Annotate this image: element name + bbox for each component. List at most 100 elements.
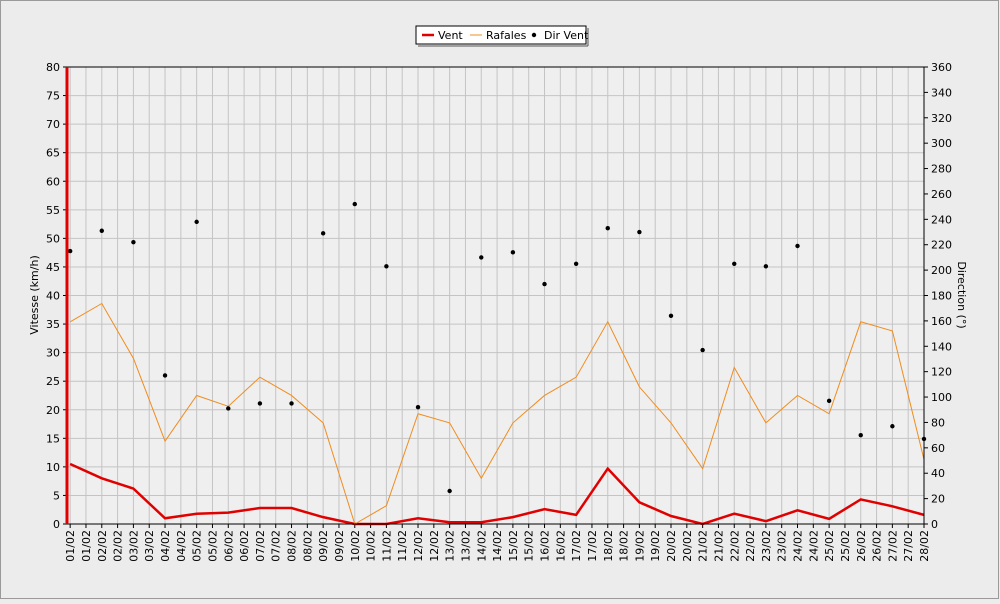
y-tick-label: 5 bbox=[53, 489, 60, 502]
x-tick-label: 16/02 bbox=[539, 530, 552, 562]
y-tick-label: 30 bbox=[46, 347, 60, 360]
x-tick-label: 24/02 bbox=[807, 530, 820, 562]
y2-tick-label: 100 bbox=[931, 391, 952, 404]
legend-label: Rafales bbox=[486, 29, 527, 42]
direction-point bbox=[763, 264, 769, 269]
legend-label: Vent bbox=[438, 29, 463, 42]
series-line bbox=[69, 302, 925, 525]
x-tick-label: 20/02 bbox=[665, 530, 678, 562]
direction-point bbox=[320, 231, 326, 236]
x-tick-label: 17/02 bbox=[586, 530, 599, 562]
x-tick-label: 08/02 bbox=[301, 530, 314, 562]
legend-swatch bbox=[531, 32, 537, 38]
y-tick-label: 65 bbox=[46, 147, 60, 160]
x-tick-label: 12/02 bbox=[428, 530, 441, 562]
x-tick-label: 17/02 bbox=[570, 530, 583, 562]
y-tick-label: 35 bbox=[46, 318, 60, 331]
x-tick-label: 12/02 bbox=[412, 530, 425, 562]
direction-point bbox=[890, 424, 895, 429]
x-tick-label: 21/02 bbox=[697, 530, 710, 562]
direction-point bbox=[131, 239, 136, 245]
x-tick-label: 25/02 bbox=[823, 530, 836, 562]
x-tick-label: 03/02 bbox=[143, 530, 156, 562]
x-tick-label: 23/02 bbox=[760, 530, 773, 562]
x-tick-label: 09/02 bbox=[317, 530, 330, 562]
x-tick-label: 11/02 bbox=[380, 530, 393, 562]
direction-point bbox=[732, 261, 737, 266]
x-tick-label: 19/02 bbox=[649, 530, 662, 562]
y2-tick-label: 280 bbox=[931, 163, 952, 176]
x-tick-label: 20/02 bbox=[681, 530, 694, 562]
y2-axis-label: Direction (°) bbox=[955, 261, 968, 328]
direction-point bbox=[637, 229, 642, 235]
x-tick-label: 25/02 bbox=[839, 530, 852, 562]
y2-tick-label: 320 bbox=[931, 112, 952, 125]
x-tick-label: 24/02 bbox=[792, 530, 805, 562]
y2-tick-label: 340 bbox=[931, 86, 952, 99]
y2-tick-label: 200 bbox=[931, 264, 952, 277]
y-tick-label: 50 bbox=[46, 232, 60, 245]
x-tick-label: 06/02 bbox=[222, 530, 235, 562]
x-tick-label: 15/02 bbox=[507, 530, 520, 562]
x-tick-label: 01/02 bbox=[64, 530, 77, 562]
x-tick-label: 13/02 bbox=[444, 530, 457, 562]
y2-tick-label: 260 bbox=[931, 188, 952, 201]
direction-point bbox=[668, 313, 674, 319]
y2-tick-label: 80 bbox=[931, 416, 945, 429]
direction-point bbox=[257, 401, 263, 406]
y2-tick-label: 360 bbox=[931, 61, 952, 74]
x-tick-label: 03/02 bbox=[127, 530, 140, 562]
y-tick-label: 25 bbox=[46, 375, 60, 388]
direction-point bbox=[826, 398, 832, 404]
x-tick-label: 21/02 bbox=[712, 530, 725, 562]
x-tick-label: 23/02 bbox=[776, 530, 789, 562]
x-tick-label: 18/02 bbox=[618, 530, 631, 562]
y-tick-label: 15 bbox=[46, 432, 60, 445]
y2-tick-label: 0 bbox=[931, 518, 938, 531]
x-tick-label: 02/02 bbox=[96, 530, 109, 562]
x-tick-label: 27/02 bbox=[902, 530, 915, 562]
y-tick-label: 40 bbox=[46, 290, 60, 303]
y-tick-label: 0 bbox=[53, 518, 60, 531]
x-tick-label: 02/02 bbox=[112, 530, 125, 562]
x-tick-label: 22/02 bbox=[744, 530, 757, 562]
y-tick-label: 20 bbox=[46, 404, 60, 417]
x-tick-label: 13/02 bbox=[459, 530, 472, 562]
x-tick-label: 01/02 bbox=[80, 530, 93, 562]
x-tick-label: 27/02 bbox=[886, 530, 899, 562]
y-tick-label: 60 bbox=[46, 175, 60, 188]
direction-point bbox=[795, 243, 800, 249]
marks bbox=[67, 201, 927, 526]
x-tick-label: 26/02 bbox=[855, 530, 868, 562]
x-tick-label: 14/02 bbox=[491, 530, 504, 562]
direction-point bbox=[226, 406, 231, 411]
x-tick-label: 22/02 bbox=[728, 530, 741, 562]
x-tick-label: 10/02 bbox=[365, 530, 378, 562]
y2-tick-label: 220 bbox=[931, 239, 952, 252]
series-line bbox=[69, 462, 925, 526]
direction-point bbox=[447, 488, 452, 494]
direction-point bbox=[605, 226, 610, 231]
direction-point bbox=[99, 228, 104, 233]
direction-point bbox=[352, 201, 357, 207]
x-tick-label: 07/02 bbox=[254, 530, 267, 562]
direction-point bbox=[67, 248, 73, 254]
direction-point bbox=[384, 264, 389, 269]
y2-tick-label: 160 bbox=[931, 315, 952, 328]
x-tick-label: 09/02 bbox=[333, 530, 346, 562]
y-tick-label: 75 bbox=[46, 90, 60, 103]
x-tick-label: 19/02 bbox=[633, 530, 646, 562]
y2-tick-label: 240 bbox=[931, 213, 952, 226]
direction-point bbox=[700, 347, 705, 353]
y-axis-label: Vitesse (km/h) bbox=[28, 255, 41, 335]
y-tick-label: 55 bbox=[46, 204, 60, 217]
x-tick-label: 06/02 bbox=[238, 530, 251, 562]
direction-point bbox=[542, 281, 547, 287]
y-tick-label: 70 bbox=[46, 118, 60, 131]
y2-tick-label: 140 bbox=[931, 340, 952, 353]
x-tick-label: 28/02 bbox=[918, 530, 931, 562]
direction-point bbox=[858, 432, 863, 438]
x-tick-label: 04/02 bbox=[175, 530, 188, 562]
legend: Vent Rafales Dir Vent bbox=[415, 25, 589, 47]
y-tick-label: 10 bbox=[46, 461, 60, 474]
